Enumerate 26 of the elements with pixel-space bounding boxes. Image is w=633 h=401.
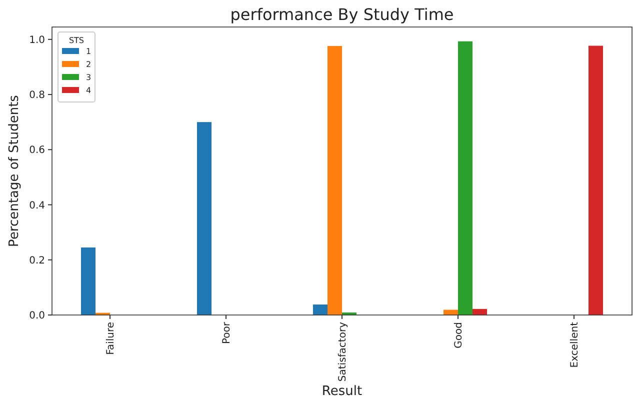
legend-label: 2 [86, 60, 92, 69]
y-tick-label: 1.0 [29, 34, 45, 46]
x-tick-label: Failure [106, 322, 116, 355]
x-tick-label: Excellent [570, 322, 580, 368]
legend-label: 3 [86, 72, 92, 82]
legend-label: 1 [86, 46, 92, 56]
y-tick-label: 0.8 [29, 90, 45, 102]
bar [472, 308, 487, 315]
legend-label: 4 [86, 86, 92, 95]
legend-title: STS [68, 36, 84, 45]
x-tick-label: Satisfactory [338, 322, 348, 382]
x-tick-label: Poor [222, 321, 232, 344]
y-tick-label: 0.6 [29, 145, 45, 156]
x-axis-title: Result [322, 384, 362, 399]
x-tick-label: Good [454, 322, 464, 348]
y-tick-label: 0.2 [29, 255, 45, 266]
chart-title: performance By Study Time [230, 5, 454, 24]
bar [458, 41, 472, 315]
bar [328, 46, 342, 315]
bar [197, 122, 212, 315]
y-tick-label: 0.4 [29, 200, 45, 212]
bar [588, 46, 603, 315]
bar [81, 247, 96, 315]
y-axis-title: Percentage of Students [7, 94, 22, 247]
y-tick-label: 0.0 [29, 310, 45, 322]
bar [313, 304, 328, 315]
